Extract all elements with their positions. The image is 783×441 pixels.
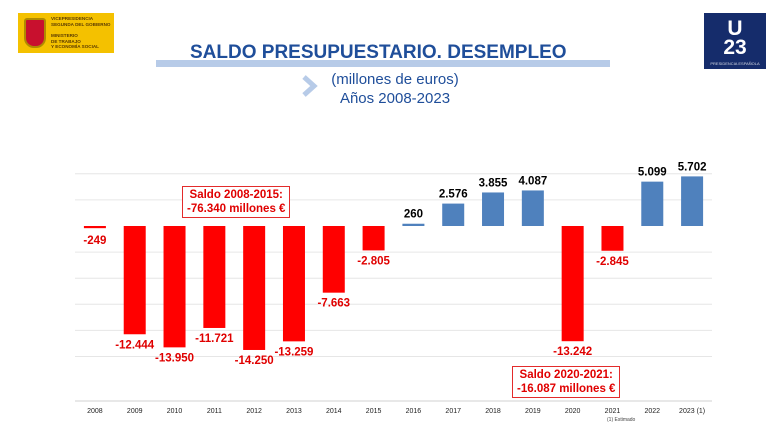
coat-of-arms-icon: [24, 18, 46, 48]
eu-presidency-logo: U 23 PRESIDENCIA ESPAÑOLA: [704, 13, 766, 69]
bar-2015: [362, 226, 385, 251]
bar-20231: [681, 176, 704, 226]
bar-2008: [83, 226, 106, 229]
data-label: -14.250: [235, 355, 274, 367]
government-logo-text: VICEPRESIDENCIA SEGUNDA DEL GOBIERNO MIN…: [51, 16, 111, 50]
bar-2011: [203, 226, 226, 328]
bar-2018: [482, 192, 505, 226]
data-label: -249: [83, 235, 106, 247]
eu-logo-mark: U 23: [723, 17, 747, 59]
data-label: 4.087: [518, 175, 547, 187]
bar-2012: [243, 226, 266, 350]
chevron-right-icon: [302, 75, 318, 97]
data-label: -2.845: [596, 256, 629, 268]
bar-2021: [601, 226, 624, 251]
data-label: -2.805: [357, 255, 390, 267]
footnote: (1) Estimado: [607, 417, 636, 423]
data-label: -12.444: [115, 339, 155, 351]
title-underline: [156, 60, 610, 67]
data-label: 260: [404, 209, 423, 221]
subtitle-line: Años 2008-2023: [339, 90, 451, 107]
data-label: -13.259: [274, 346, 313, 358]
category-label: 2008: [87, 408, 103, 415]
bar-2016: [402, 223, 425, 226]
category-label: 2017: [445, 408, 461, 415]
data-label: 5.099: [638, 167, 667, 179]
data-label: -11.721: [195, 333, 234, 345]
bar-2013: [282, 226, 305, 342]
bar-2019: [521, 190, 544, 226]
annotation-2020-2021: Saldo 2020-2021: -16.087 millones €: [512, 366, 621, 398]
category-label: 2019: [525, 408, 541, 415]
category-label: 2021: [605, 408, 621, 415]
bar-2009: [123, 226, 146, 335]
category-label: 2018: [485, 408, 501, 415]
category-label: 2013: [286, 408, 302, 415]
government-logo: VICEPRESIDENCIA SEGUNDA DEL GOBIERNO MIN…: [18, 13, 114, 53]
category-label: 2012: [246, 408, 262, 415]
data-label: 2.576: [439, 189, 468, 201]
category-label: 2009: [127, 408, 143, 415]
category-label: 2022: [644, 408, 660, 415]
bar-2014: [322, 226, 345, 293]
data-label: -13.950: [155, 352, 194, 364]
category-label: 2010: [167, 408, 183, 415]
category-label: 2014: [326, 408, 342, 415]
data-label: 3.855: [479, 177, 508, 189]
chart-title: SALDO PRESUPUESTARIO. DESEMPLEO: [190, 42, 567, 63]
category-label: 2020: [565, 408, 581, 415]
bar-2020: [561, 226, 584, 342]
category-label: 2015: [366, 408, 382, 415]
data-label: 5.702: [678, 161, 707, 173]
chart-subtitle: (millones de euros) Años 2008-2023: [320, 70, 470, 108]
category-label: 2023 (1): [679, 408, 705, 415]
subtitle-line: (millones de euros): [331, 71, 459, 88]
bar-2010: [163, 226, 186, 348]
category-label: 2016: [406, 408, 422, 415]
bar-2022: [641, 181, 664, 226]
category-label: 2011: [207, 408, 222, 415]
data-label: -13.242: [553, 346, 592, 358]
annotation-2008-2015: Saldo 2008-2015: -76.340 millones €: [182, 186, 291, 218]
data-label: -7.663: [317, 298, 350, 310]
bar-2017: [442, 203, 465, 226]
eu-logo-text: PRESIDENCIA ESPAÑOLA: [710, 61, 760, 66]
